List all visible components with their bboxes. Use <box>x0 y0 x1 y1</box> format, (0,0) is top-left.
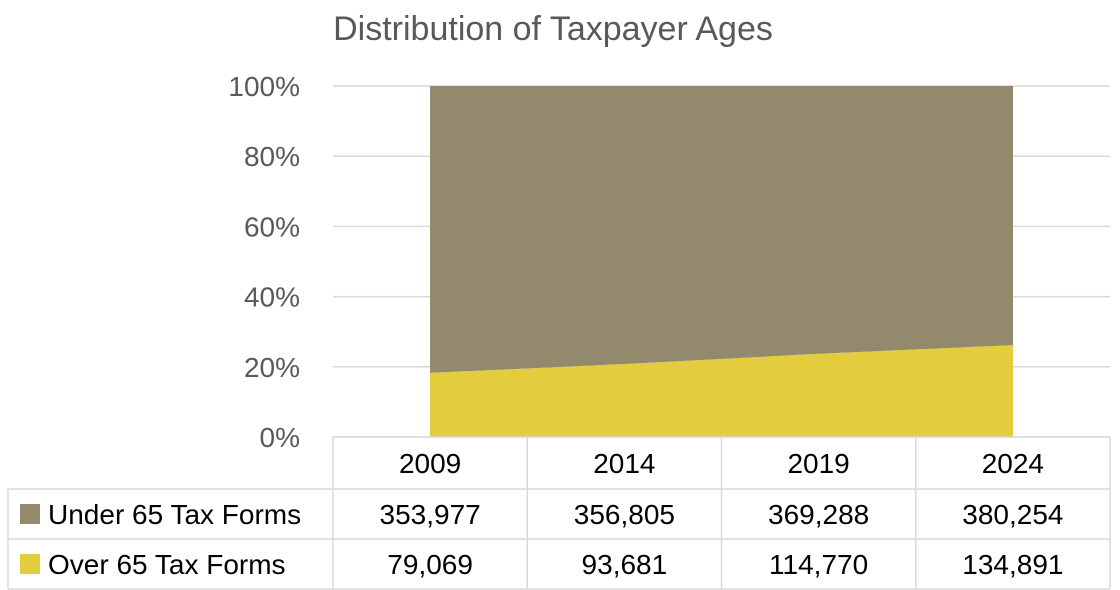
y-tick-label: 80% <box>244 141 300 172</box>
area-under-65-tax-forms <box>430 86 1013 373</box>
y-tick-label: 40% <box>244 282 300 313</box>
data-value: 134,891 <box>962 549 1063 580</box>
category-label: 2019 <box>787 448 849 479</box>
data-value: 353,977 <box>380 499 481 530</box>
chart-title: Distribution of Taxpayer Ages <box>333 10 773 48</box>
data-value: 380,254 <box>962 499 1063 530</box>
y-axis: 0% 20% 40% 60% 80% 100% <box>228 71 300 453</box>
data-value: 93,681 <box>582 549 668 580</box>
data-table: 2009 2014 2019 2024 Under 65 Tax Forms 353,97… <box>7 436 1111 590</box>
category-label: 2014 <box>593 448 655 479</box>
y-tick-label: 100% <box>228 71 300 102</box>
data-value: 79,069 <box>387 549 473 580</box>
data-value: 369,288 <box>768 499 869 530</box>
legend-key-over-65-tax-forms <box>20 554 40 574</box>
y-tick-label: 0% <box>260 422 300 453</box>
category-label: 2009 <box>399 448 461 479</box>
legend-label-over-65-tax-forms: Over 65 Tax Forms <box>48 549 286 580</box>
y-tick-label: 20% <box>244 352 300 383</box>
data-value: 114,770 <box>769 549 868 580</box>
area-over-65-tax-forms <box>430 345 1013 437</box>
data-value: 356,805 <box>574 499 675 530</box>
legend-key-under-65-tax-forms <box>20 504 40 524</box>
y-tick-label: 60% <box>244 211 300 242</box>
category-label: 2024 <box>982 448 1044 479</box>
legend-label-under-65-tax-forms: Under 65 Tax Forms <box>48 499 301 530</box>
plot-area <box>430 86 1013 437</box>
